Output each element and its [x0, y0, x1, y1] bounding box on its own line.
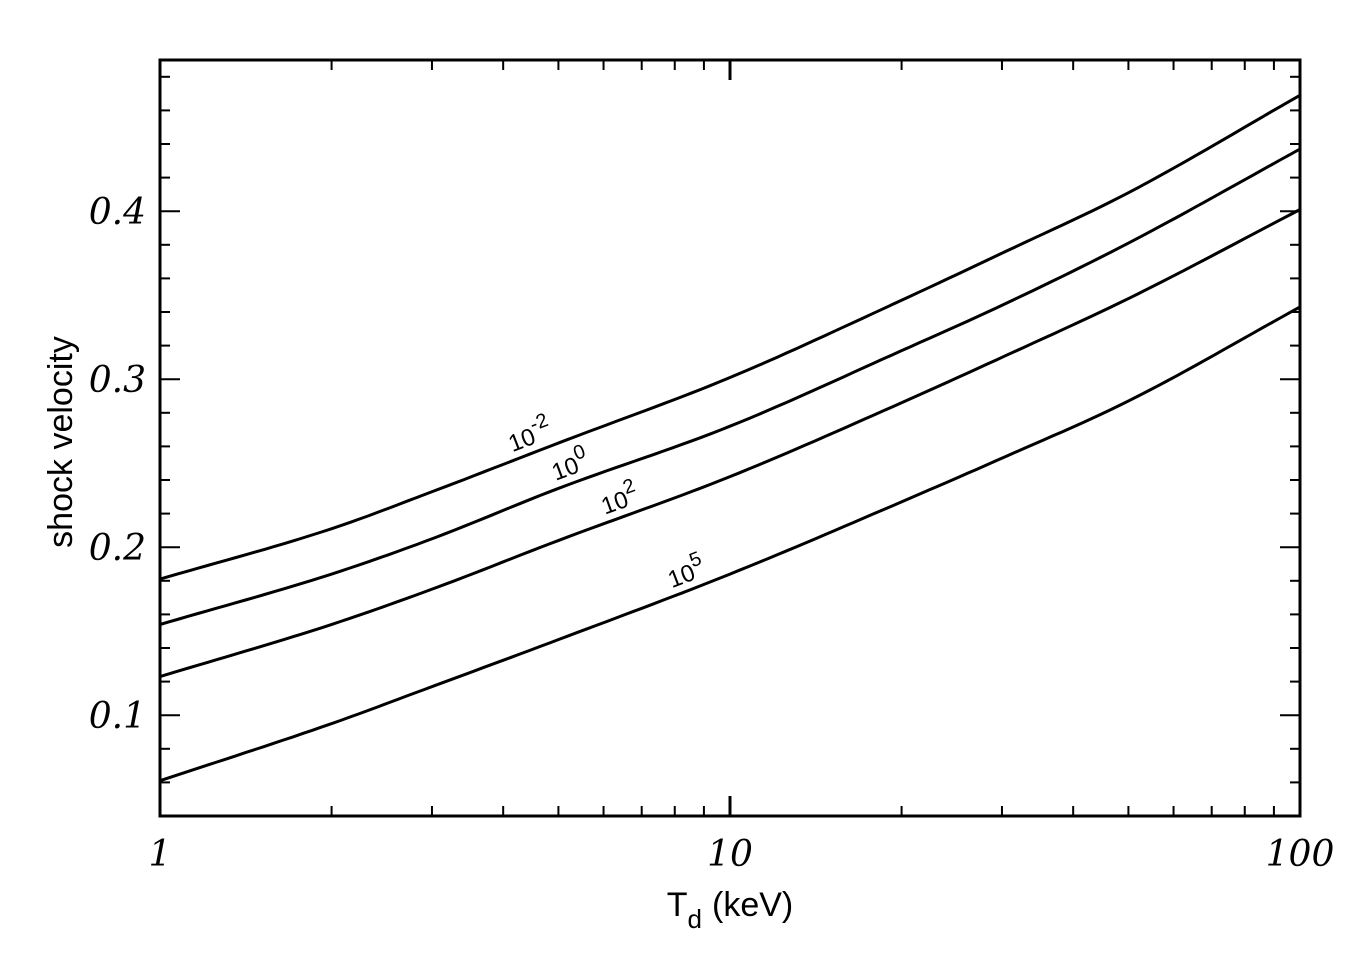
y-tick-label: 0.2 — [89, 528, 146, 569]
x-tick-label: 100 — [1266, 834, 1335, 875]
curve-label-1: 10-2 — [502, 409, 556, 458]
tick-labels: 1 10 100 0.1 0.2 0.3 0.4 — [89, 192, 1335, 875]
x-axis-title-symbol: T — [667, 886, 688, 924]
x-axis-title: Td (keV) — [667, 886, 793, 934]
series-line-3 — [159, 208, 1301, 679]
series-lines — [159, 93, 1301, 783]
x-tick-label: 10 — [707, 834, 753, 875]
series-line-2 — [159, 147, 1301, 626]
plot-frame — [158, 58, 1302, 818]
series-line-1 — [159, 93, 1301, 581]
y-tick-label: 0.4 — [89, 192, 146, 233]
axis-ticks — [160, 60, 1300, 817]
curve-label-4: 105 — [661, 548, 709, 594]
y-tick-label: 0.3 — [89, 360, 146, 401]
y-axis-title: shock velocity — [42, 336, 80, 548]
series-line-4 — [159, 305, 1301, 783]
x-axis-title-units: (keV) — [712, 886, 793, 924]
x-tick-label: 1 — [149, 834, 172, 875]
y-tick-label: 0.1 — [89, 696, 146, 737]
x-axis-title-subscript: d — [688, 904, 702, 934]
